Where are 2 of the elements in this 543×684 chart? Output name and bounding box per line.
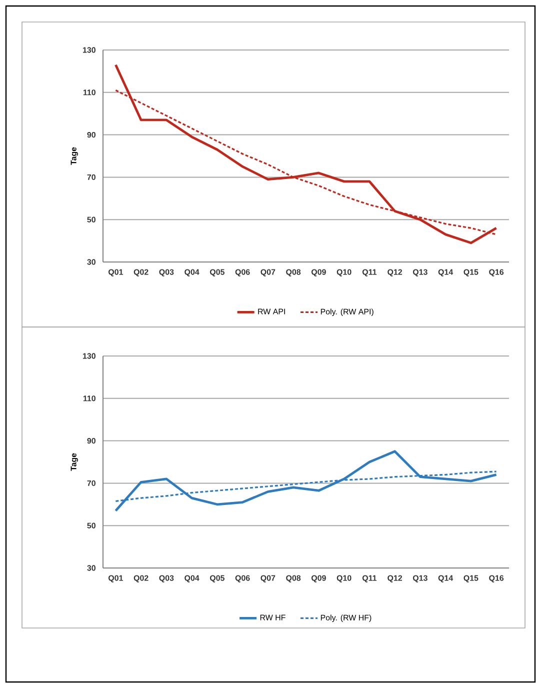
line-series — [114, 64, 498, 244]
line-series — [114, 450, 498, 512]
